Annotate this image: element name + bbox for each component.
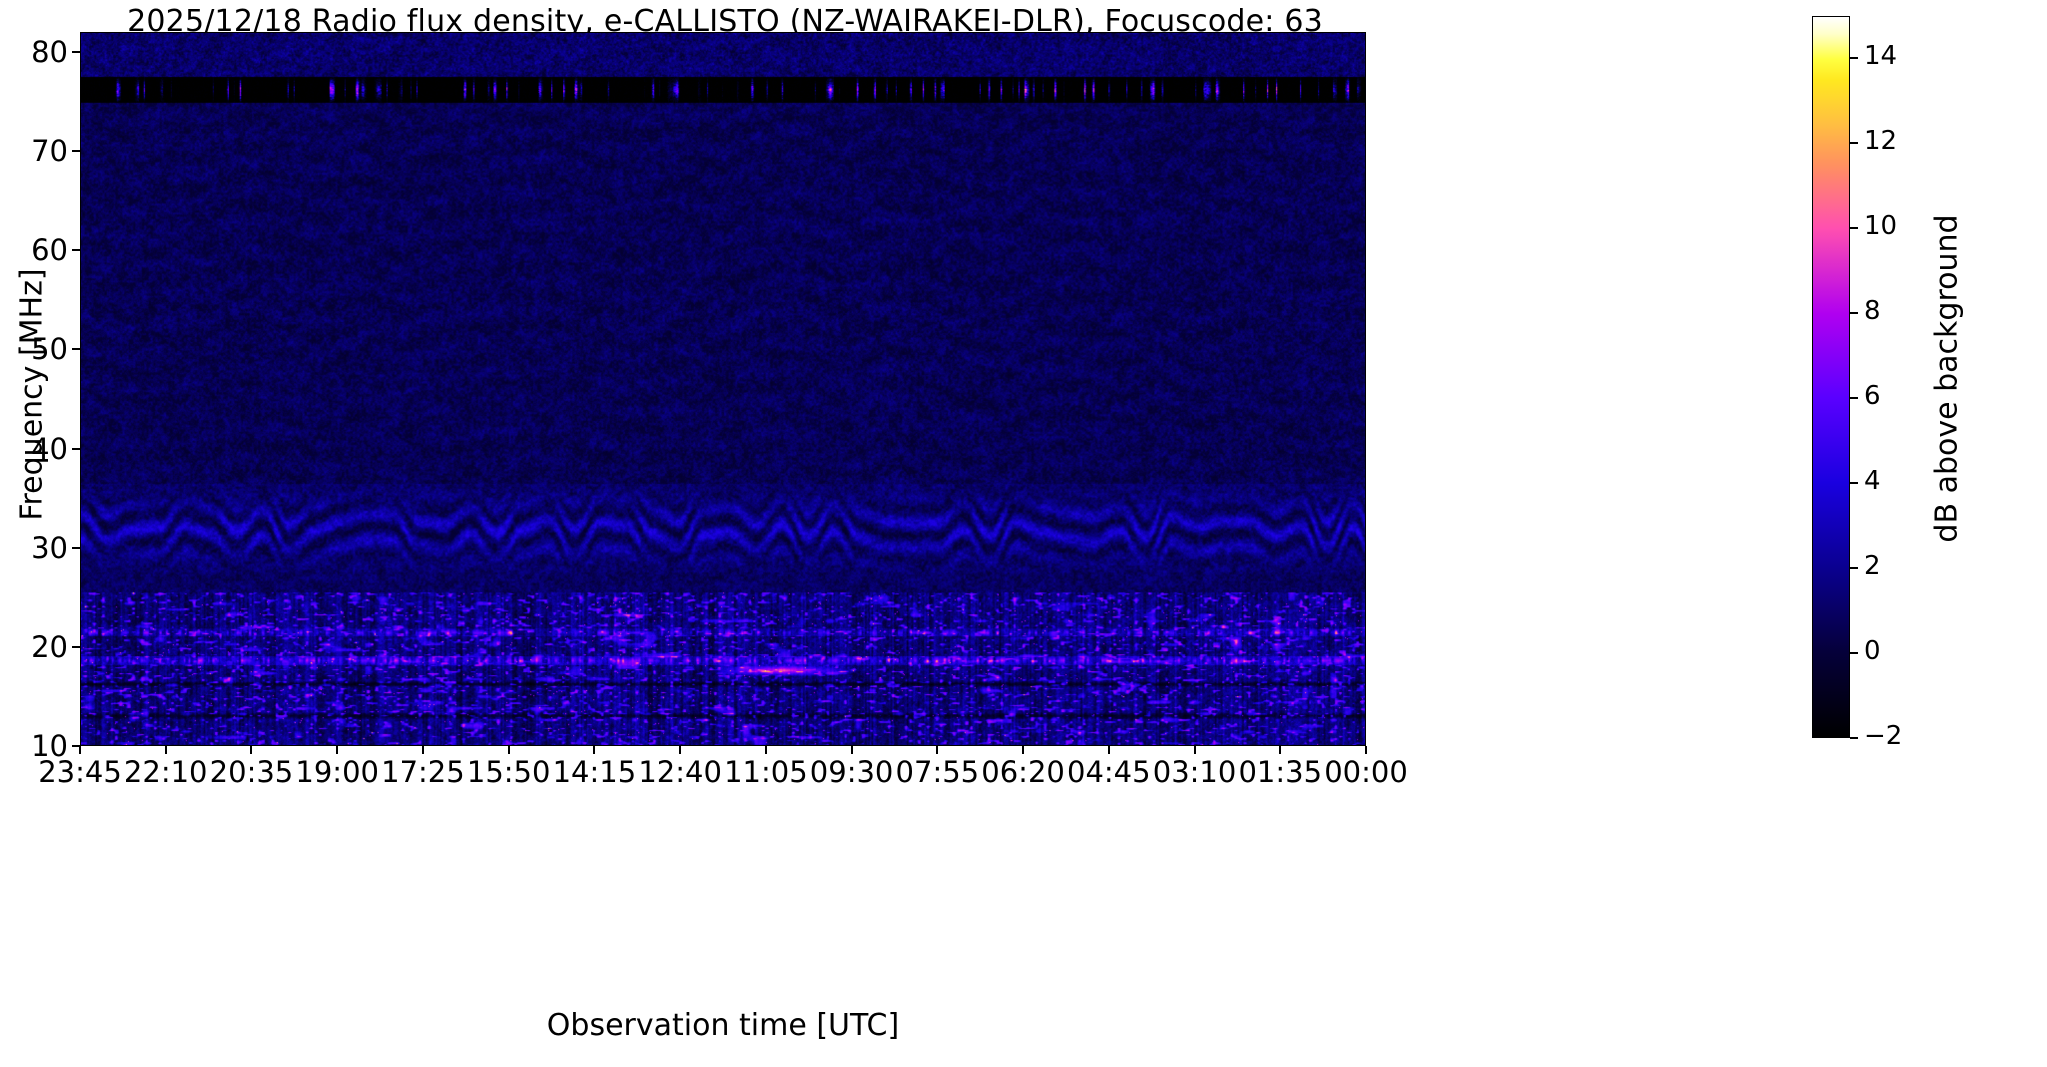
x-axis-label: Observation time [UTC] (546, 1008, 900, 1043)
x-tick-label: 14:15 (552, 755, 637, 789)
spectrogram-plot-area[interactable] (80, 32, 1366, 746)
x-tick-mark (1365, 746, 1367, 754)
y-tick-label: 20 (31, 629, 68, 664)
x-axis: 23:45 22:10 20:35 19:00 17:25 15:50 14:15 12:40… (38, 746, 1408, 806)
x-tick-mark (79, 746, 81, 754)
x-tick-label: 12:40 (638, 755, 722, 789)
x-tick-label: 07:55 (895, 755, 980, 789)
x-tick-mark (1193, 746, 1196, 754)
colorbar-label: dB above background (1929, 214, 1965, 543)
y-axis: Frequency [MHz] 80 70 60 50 40 30 20 10 (0, 32, 80, 763)
x-tick-mark (336, 746, 339, 754)
x-tick-label: 23:45 (38, 755, 122, 789)
x-tick-label: 04:45 (1067, 755, 1151, 789)
y-tick-mark (72, 546, 80, 549)
y-tick-mark (72, 348, 80, 351)
x-tick-label: 09:30 (809, 755, 894, 789)
y-tick-label: 30 (31, 530, 68, 565)
colorbar-tick-mark (1850, 567, 1858, 570)
colorbar-tick-mark (1850, 397, 1858, 400)
y-tick-label: 10 (31, 729, 68, 763)
x-tick-label: 06:20 (981, 755, 1065, 789)
y-tick-mark (72, 745, 80, 747)
colorbar-tick-label: 14 (1864, 41, 1898, 72)
x-tick-mark (1022, 746, 1025, 754)
colorbar: dB above background 14 12 10 8 6 4 2 0 −2 (1812, 16, 2047, 756)
x-tick-mark (850, 746, 853, 754)
y-tick-mark (72, 249, 80, 252)
colorbar-tick-label: 2 (1864, 551, 1881, 582)
x-tick-label: 20:35 (209, 755, 294, 789)
y-tick-label: 40 (31, 431, 68, 466)
x-tick-mark (1279, 746, 1282, 754)
x-tick-label: 11:05 (724, 755, 808, 789)
colorbar-tick-mark (1850, 142, 1858, 145)
x-tick-label: 22:10 (123, 755, 208, 789)
x-tick-label: 00:00 (1324, 755, 1408, 789)
colorbar-tick-mark (1850, 652, 1858, 655)
colorbar-tick-label: 0 (1864, 636, 1881, 667)
x-tick-mark (421, 746, 424, 754)
x-tick-mark (936, 746, 939, 754)
x-tick-label: 17:25 (381, 755, 465, 789)
x-tick-mark (593, 746, 596, 754)
y-tick-label: 80 (31, 34, 68, 69)
y-tick-mark (72, 50, 80, 53)
spectrogram-image (81, 33, 1365, 745)
y-tick-label: 70 (31, 134, 68, 168)
colorbar-tick-mark (1850, 737, 1858, 739)
y-tick-mark (72, 645, 80, 648)
y-tick-label: 60 (31, 233, 68, 268)
x-tick-label: 15:50 (466, 755, 551, 789)
x-tick-mark (250, 746, 253, 754)
colorbar-tick-label: 12 (1864, 126, 1898, 157)
colorbar-tick-label: 6 (1864, 381, 1881, 412)
y-tick-mark (72, 150, 80, 152)
x-tick-mark (164, 746, 167, 754)
colorbar-tick-mark (1850, 312, 1858, 315)
y-tick-label: 50 (31, 332, 68, 367)
x-tick-mark (1107, 746, 1110, 754)
x-tick-label: 01:35 (1238, 755, 1323, 789)
colorbar-tick-label: 10 (1864, 211, 1898, 242)
colorbar-tick-mark (1850, 57, 1858, 60)
colorbar-tick-label: −2 (1864, 721, 1903, 751)
y-tick-mark (72, 447, 80, 450)
colorbar-tick-mark (1850, 482, 1858, 485)
x-tick-mark (679, 746, 682, 754)
colorbar-tick-mark (1850, 227, 1858, 230)
colorbar-tick-label: 4 (1864, 466, 1881, 497)
x-tick-label: 19:00 (295, 755, 379, 789)
colorbar-tick-label: 8 (1864, 296, 1881, 327)
colorbar-gradient (1812, 16, 1850, 738)
x-tick-mark (507, 746, 510, 754)
x-tick-mark (764, 746, 767, 754)
x-tick-label: 03:10 (1152, 755, 1237, 789)
